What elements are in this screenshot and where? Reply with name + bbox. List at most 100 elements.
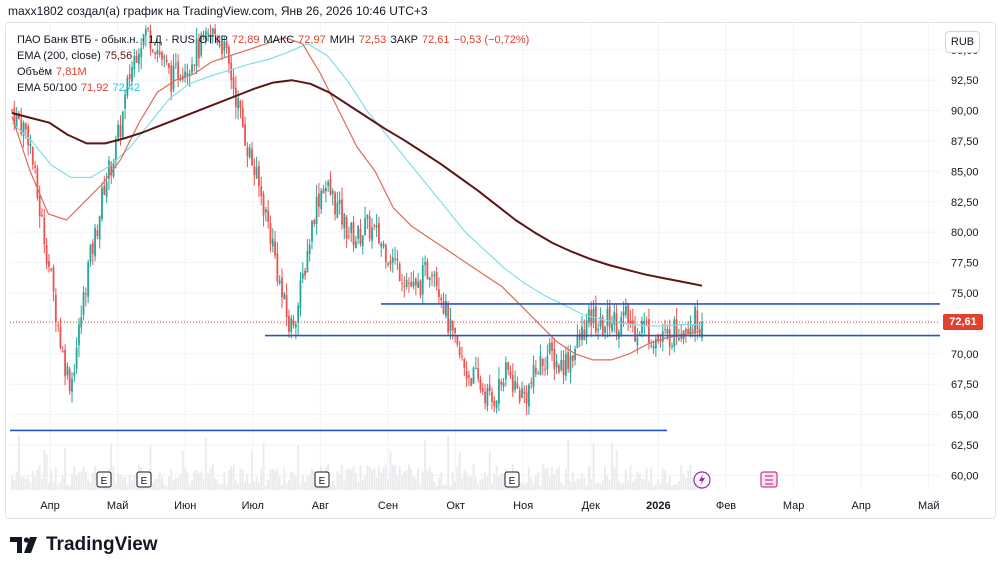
volume-bar [214, 478, 216, 490]
volume-bar [488, 452, 491, 490]
y-tick-label: 70,00 [951, 349, 979, 361]
candle-body [36, 168, 39, 198]
candle-body [631, 320, 634, 324]
volume-bar [283, 468, 286, 490]
candle-body [78, 324, 80, 346]
legend-volume-row[interactable]: Объём 7,81M [17, 64, 529, 80]
candle-body [161, 52, 163, 60]
volume-bar [329, 485, 332, 490]
volume-bar [198, 473, 200, 490]
candle-body [421, 265, 424, 295]
candle-body [322, 188, 325, 194]
candle-body [202, 35, 205, 38]
currency-button[interactable]: RUB [945, 31, 980, 53]
candle-body [299, 280, 302, 309]
volume-bar [491, 484, 493, 490]
candle-body [248, 147, 251, 158]
volume-bar [193, 470, 196, 490]
candle-body [509, 371, 512, 376]
candle-body [24, 123, 27, 130]
volume-bar [375, 477, 378, 490]
volume-bar [426, 470, 429, 490]
candle-body [225, 41, 228, 49]
volume-bar [419, 483, 422, 490]
ema50100-label: EMA 50/100 [17, 82, 77, 94]
candle-body [140, 48, 143, 58]
volume-bar [239, 468, 242, 490]
candle-body [481, 387, 484, 392]
candle-body [491, 391, 493, 402]
volume-bar [170, 469, 173, 490]
candle-body [43, 217, 46, 245]
volume-bar [664, 470, 666, 490]
close-value: 72,61 [421, 34, 450, 46]
candle-body [532, 365, 535, 388]
candle-body [142, 34, 145, 46]
candle-body [684, 328, 687, 332]
volume-bar [181, 450, 184, 490]
volume-bar [311, 467, 313, 490]
candle-body [343, 213, 346, 228]
candle-body [258, 165, 260, 186]
candle-body [135, 56, 138, 63]
volume-bar [38, 465, 41, 490]
volume-bar [163, 483, 166, 490]
volume-bar [528, 467, 530, 490]
y-tick-label: 65,00 [951, 410, 979, 422]
candle-body [696, 310, 699, 330]
candle-body [29, 143, 32, 146]
volume-bar [297, 445, 300, 490]
volume-bar [158, 472, 161, 490]
legend-ema200-row[interactable]: EMA (200, close) 75,56 [17, 48, 529, 64]
x-tick-label: Май [918, 500, 940, 512]
volume-bar [456, 465, 459, 490]
volume-bar [207, 473, 210, 490]
candle-body [331, 190, 334, 194]
volume-label: Объём [17, 66, 53, 78]
volume-bar [687, 470, 690, 490]
x-tick-label: Июн [174, 500, 196, 512]
x-tick-label: Окт [446, 500, 465, 512]
volume-bar [48, 483, 50, 490]
volume-bar [444, 484, 447, 490]
candle-body [66, 365, 69, 376]
volume-bar [232, 464, 235, 490]
candle-body [294, 324, 297, 328]
candle-body [177, 61, 180, 80]
candle-body [417, 281, 420, 288]
earnings-marker [504, 471, 520, 488]
volume-bar [470, 476, 473, 490]
tradingview-logo[interactable]: TradingView [10, 534, 158, 556]
volume-bar [133, 475, 136, 490]
chart-frame[interactable] [5, 22, 996, 519]
candle-body [657, 335, 660, 341]
chart-caption: maxx1802 создал(а) график на TradingView… [8, 4, 428, 18]
legend-ema50100-row[interactable]: EMA 50/100 71,92 72,42 [17, 80, 529, 96]
candle-body [336, 202, 339, 218]
candle-body [18, 113, 20, 119]
volume-bar [588, 466, 590, 490]
volume-bar [54, 467, 57, 490]
volume-bar [306, 476, 309, 490]
candle-body [138, 53, 140, 65]
candle-body [184, 71, 186, 78]
volume-bar [156, 478, 159, 490]
volume-bar [567, 439, 570, 490]
volume-bar [417, 468, 420, 490]
candle-body [564, 354, 567, 376]
volume-bar [615, 450, 618, 490]
volume-bar [271, 468, 274, 490]
volume-bar [364, 475, 366, 490]
volume-bar [131, 480, 133, 490]
candle-body [590, 309, 593, 326]
volume-bar [244, 481, 246, 490]
volume-bar [608, 479, 611, 490]
symbol-name[interactable]: ПАО Банк ВТБ - обык.н. · 1Д · RUS [17, 34, 195, 46]
candle-body [271, 238, 274, 247]
candle-body [387, 263, 390, 265]
candle-body [204, 31, 207, 41]
volume-bar [260, 468, 263, 490]
candle-body [650, 345, 653, 347]
